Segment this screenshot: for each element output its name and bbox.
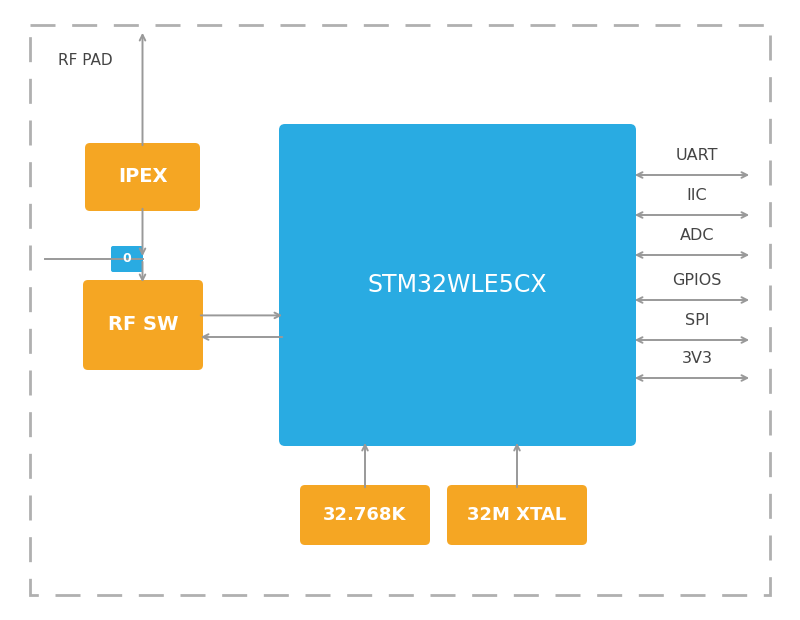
Text: STM32WLE5CX: STM32WLE5CX [368, 273, 547, 297]
Text: 0: 0 [122, 252, 131, 265]
FancyBboxPatch shape [300, 485, 430, 545]
FancyBboxPatch shape [111, 246, 143, 272]
Text: 3V3: 3V3 [682, 351, 713, 366]
Text: GPIOS: GPIOS [672, 273, 722, 288]
Text: IPEX: IPEX [118, 167, 167, 187]
Text: ADC: ADC [680, 228, 714, 243]
FancyBboxPatch shape [447, 485, 587, 545]
Text: 32.768K: 32.768K [323, 506, 406, 524]
FancyBboxPatch shape [279, 124, 636, 446]
Text: UART: UART [676, 148, 718, 163]
Text: SPI: SPI [685, 313, 710, 328]
Text: RF SW: RF SW [108, 316, 178, 335]
Text: RF PAD: RF PAD [58, 53, 113, 68]
FancyBboxPatch shape [83, 280, 203, 370]
FancyBboxPatch shape [85, 143, 200, 211]
Text: 32M XTAL: 32M XTAL [467, 506, 566, 524]
Text: IIC: IIC [686, 188, 707, 203]
